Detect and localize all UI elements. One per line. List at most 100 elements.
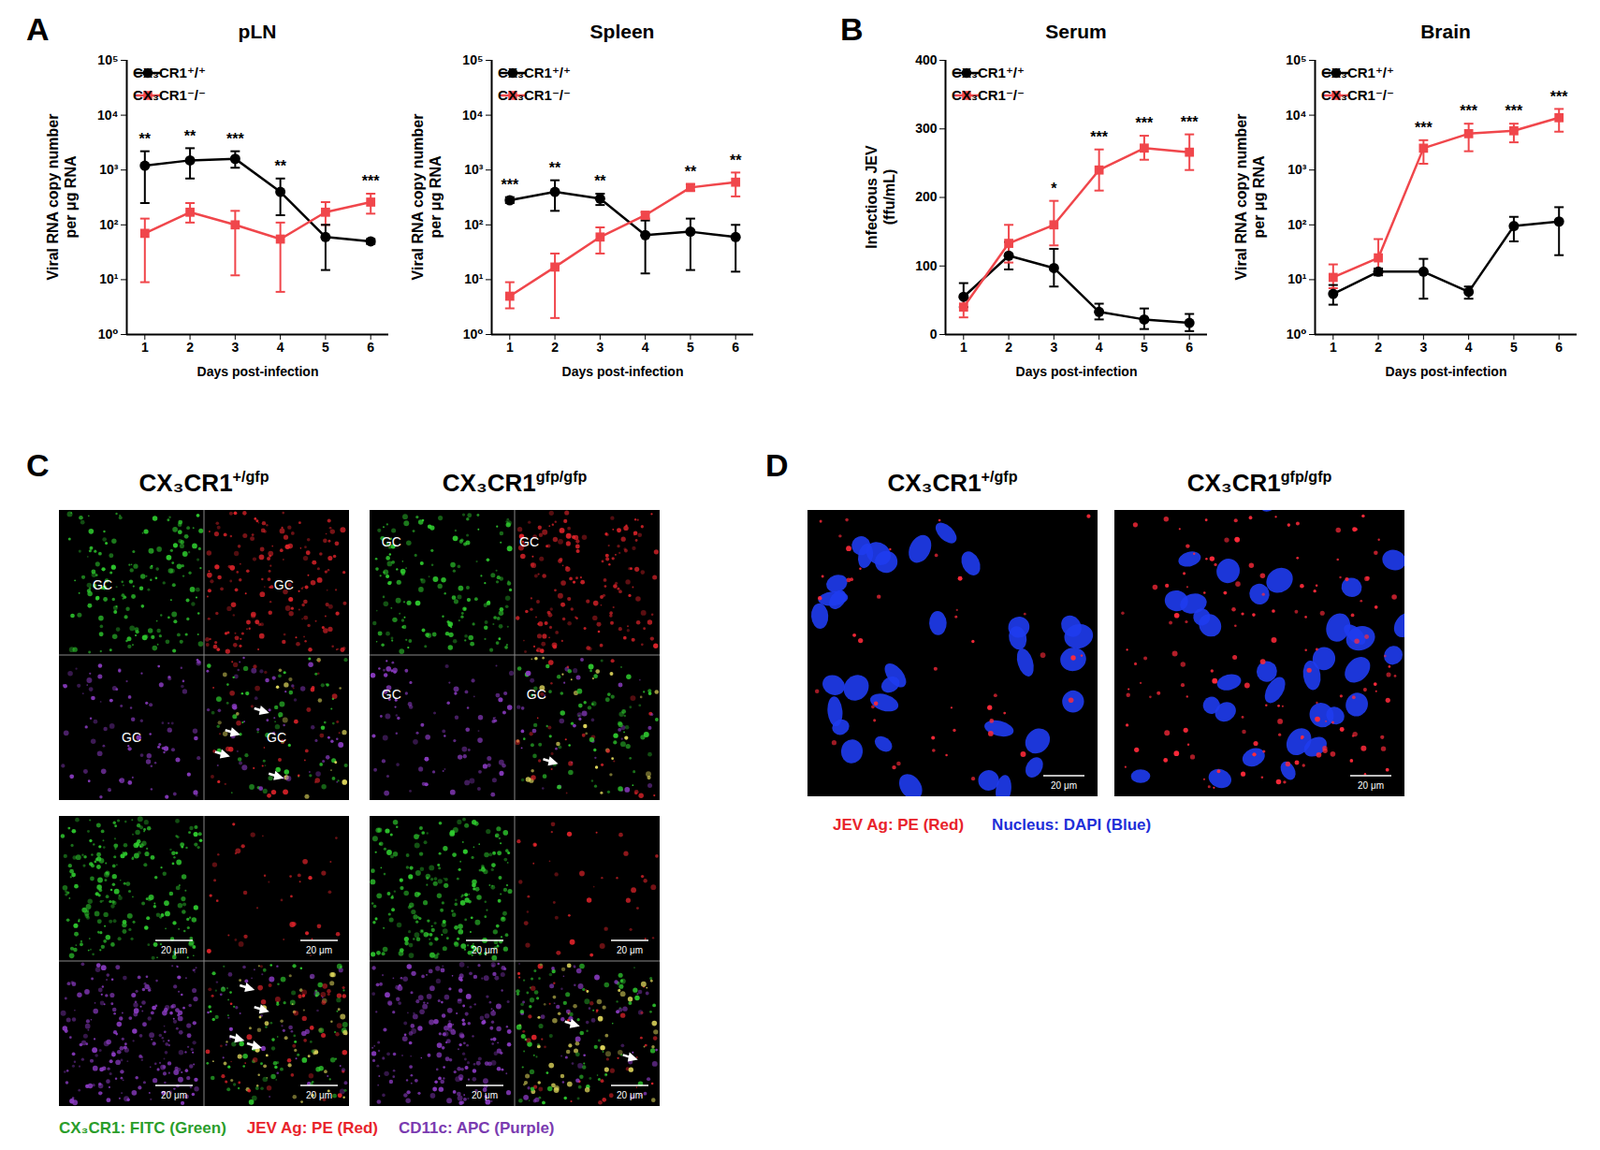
svg-text:CX₃CR1⁻/⁻: CX₃CR1⁻/⁻ xyxy=(497,87,571,103)
svg-text:3: 3 xyxy=(596,339,604,355)
svg-text:20 μm: 20 μm xyxy=(1357,780,1384,791)
svg-text:Infectious JEV(ffu/mL): Infectious JEV(ffu/mL) xyxy=(863,145,898,249)
svg-text:4: 4 xyxy=(641,339,650,355)
svg-text:10⁰: 10⁰ xyxy=(1286,326,1308,342)
svg-text:10²: 10² xyxy=(1287,217,1308,233)
svg-text:4: 4 xyxy=(276,339,285,355)
svg-text:20 μm: 20 μm xyxy=(1050,780,1077,791)
svg-text:**: ** xyxy=(684,163,698,180)
svg-text:200: 200 xyxy=(915,189,938,204)
svg-text:**: ** xyxy=(184,128,197,145)
svg-text:**: ** xyxy=(549,160,562,176)
svg-text:1: 1 xyxy=(1329,339,1338,355)
svg-text:***: *** xyxy=(500,176,519,193)
svg-text:1: 1 xyxy=(506,339,514,355)
svg-text:***: *** xyxy=(1550,88,1569,105)
svg-text:Viral RNA copy numberper μg RN: Viral RNA copy numberper μg RNA xyxy=(409,114,444,281)
svg-text:CX₃CR1⁻/⁻: CX₃CR1⁻/⁻ xyxy=(1321,87,1395,103)
svg-text:GC: GC xyxy=(526,686,547,702)
svg-text:10¹: 10¹ xyxy=(1287,271,1308,287)
svg-text:5: 5 xyxy=(686,339,695,355)
svg-text:20 μm: 20 μm xyxy=(471,1090,498,1101)
svg-text:GC: GC xyxy=(381,686,402,702)
svg-text:5: 5 xyxy=(1510,339,1518,355)
svg-text:6: 6 xyxy=(1185,339,1193,355)
svg-text:6: 6 xyxy=(731,339,740,355)
svg-text:10⁰: 10⁰ xyxy=(463,326,484,342)
svg-text:GC: GC xyxy=(92,577,113,593)
svg-text:20 μm: 20 μm xyxy=(471,945,498,956)
svg-text:3: 3 xyxy=(1419,339,1427,355)
svg-text:10⁵: 10⁵ xyxy=(1285,52,1307,68)
svg-text:4: 4 xyxy=(1465,339,1473,355)
svg-text:10⁴: 10⁴ xyxy=(462,107,484,123)
svg-text:10⁰: 10⁰ xyxy=(98,326,119,342)
svg-text:10⁵: 10⁵ xyxy=(97,52,118,68)
svg-text:**: ** xyxy=(729,152,742,169)
svg-text:3: 3 xyxy=(1049,339,1058,355)
html-text:CX₃CR1+/gfp: CX₃CR1+/gfp xyxy=(138,467,270,497)
svg-text:5: 5 xyxy=(1140,339,1149,355)
svg-text:3: 3 xyxy=(231,339,239,355)
svg-text:Viral RNA copy numberper μg RN: Viral RNA copy numberper μg RNA xyxy=(1233,114,1267,281)
svg-text:**: ** xyxy=(594,173,607,190)
svg-text:GC: GC xyxy=(121,729,142,745)
svg-text:***: *** xyxy=(1414,119,1433,136)
svg-text:CX₃CR1⁺/⁺: CX₃CR1⁺/⁺ xyxy=(951,64,1025,81)
svg-text:20 μm: 20 μm xyxy=(160,945,188,956)
svg-text:***: *** xyxy=(1505,102,1524,119)
svg-text:10³: 10³ xyxy=(464,161,484,177)
svg-text:***: *** xyxy=(1180,114,1199,131)
svg-text:***: *** xyxy=(362,173,380,190)
svg-text:0: 0 xyxy=(930,326,938,342)
svg-text:1: 1 xyxy=(141,339,149,355)
svg-text:***: *** xyxy=(1459,102,1478,119)
svg-text:10²: 10² xyxy=(99,217,119,233)
svg-text:10⁵: 10⁵ xyxy=(462,52,483,68)
svg-text:300: 300 xyxy=(915,120,938,136)
svg-text:Viral RNA copy numberper μg RN: Viral RNA copy numberper μg RNA xyxy=(44,114,79,281)
svg-text:100: 100 xyxy=(915,258,938,274)
svg-text:400: 400 xyxy=(915,52,938,68)
svg-text:20 μm: 20 μm xyxy=(305,1090,333,1101)
svg-text:GC: GC xyxy=(266,729,287,745)
svg-text:5: 5 xyxy=(321,339,330,355)
svg-text:***: *** xyxy=(226,130,245,147)
svg-text:CX₃CR1⁺/⁺: CX₃CR1⁺/⁺ xyxy=(132,64,206,81)
svg-text:***: *** xyxy=(1090,129,1108,146)
svg-text:*: * xyxy=(1050,180,1058,197)
svg-text:2: 2 xyxy=(1004,339,1013,355)
svg-text:10¹: 10¹ xyxy=(99,271,119,287)
svg-text:6: 6 xyxy=(1555,339,1563,355)
svg-text:6: 6 xyxy=(366,339,375,355)
svg-text:10³: 10³ xyxy=(1287,161,1308,177)
svg-text:Days post-infection: Days post-infection xyxy=(197,363,320,379)
svg-text:**: ** xyxy=(274,158,287,175)
svg-text:10¹: 10¹ xyxy=(464,271,484,287)
svg-text:CX₃CR1⁺/⁺: CX₃CR1⁺/⁺ xyxy=(497,64,571,81)
svg-text:Days post-infection: Days post-infection xyxy=(1016,363,1138,379)
svg-text:4: 4 xyxy=(1095,339,1104,355)
svg-text:20 μm: 20 μm xyxy=(160,1090,188,1101)
svg-text:10⁴: 10⁴ xyxy=(1285,107,1308,123)
svg-text:2: 2 xyxy=(1374,339,1382,355)
svg-text:CX₃CR1⁺/⁺: CX₃CR1⁺/⁺ xyxy=(1321,64,1395,81)
svg-text:1: 1 xyxy=(960,339,968,355)
svg-text:GC: GC xyxy=(381,534,402,550)
svg-text:10³: 10³ xyxy=(99,161,119,177)
svg-text:20 μm: 20 μm xyxy=(616,945,643,956)
svg-text:20 μm: 20 μm xyxy=(616,1090,643,1101)
svg-text:GC: GC xyxy=(274,577,294,593)
svg-text:20 μm: 20 μm xyxy=(305,945,333,956)
svg-text:CX₃CR1⁻/⁻: CX₃CR1⁻/⁻ xyxy=(132,87,206,103)
svg-text:Days post-infection: Days post-infection xyxy=(562,363,684,379)
svg-text:**: ** xyxy=(139,130,152,147)
svg-text:2: 2 xyxy=(186,339,194,355)
svg-text:10⁴: 10⁴ xyxy=(97,107,119,123)
svg-text:GC: GC xyxy=(519,534,539,550)
svg-text:10²: 10² xyxy=(464,217,484,233)
svg-text:2: 2 xyxy=(551,339,559,355)
svg-text:Days post-infection: Days post-infection xyxy=(1385,363,1508,379)
svg-text:CX₃CR1⁻/⁻: CX₃CR1⁻/⁻ xyxy=(951,87,1025,103)
svg-text:***: *** xyxy=(1135,115,1154,131)
